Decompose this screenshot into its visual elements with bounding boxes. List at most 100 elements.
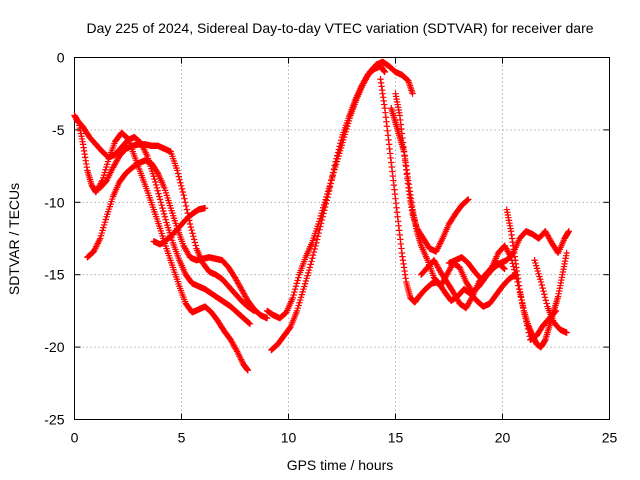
data-point: [501, 265, 508, 273]
data-point: [161, 213, 169, 220]
data-point: [465, 196, 472, 203]
data-point: [563, 249, 570, 257]
x-axis-label: GPS time / hours: [287, 457, 394, 473]
data-point: [309, 251, 317, 259]
data-point: [293, 280, 300, 287]
data-point: [187, 223, 195, 231]
x-tick-label: 20: [495, 430, 511, 446]
data-point: [500, 264, 508, 272]
data-point: [174, 170, 182, 177]
data-point: [381, 68, 388, 76]
data-point: [189, 230, 196, 237]
data-series-track-5: [150, 204, 209, 248]
data-point: [244, 367, 252, 374]
data-point: [191, 239, 199, 246]
data-point: [289, 294, 296, 302]
data-point: [175, 173, 183, 180]
data-point: [565, 228, 573, 235]
data-point: [537, 278, 545, 286]
data-point: [310, 248, 318, 256]
data-point: [563, 329, 570, 336]
data-point: [157, 199, 165, 206]
data-point: [158, 201, 165, 209]
data-point: [186, 220, 194, 228]
data-point: [306, 264, 314, 271]
data-point: [192, 242, 199, 249]
data-point: [152, 178, 159, 186]
y-axis-label: SDTVAR / TECUs: [6, 183, 22, 295]
data-point: [181, 195, 188, 202]
data-point: [307, 261, 314, 268]
chart-title: Day 225 of 2024, Sidereal Day-to-day VTE…: [86, 20, 593, 36]
data-point: [162, 216, 169, 223]
data-point: [291, 285, 299, 293]
data-point: [313, 236, 321, 243]
x-tick-label: 15: [388, 430, 404, 446]
data-point: [177, 179, 184, 186]
data-point: [155, 190, 162, 197]
data-point: [294, 277, 301, 284]
x-tick-label: 0: [71, 430, 79, 446]
plot-frame: [74, 57, 610, 420]
x-tick-label: 25: [602, 430, 618, 446]
data-series-track-14: [531, 257, 570, 336]
data-point: [178, 182, 185, 190]
data-point: [153, 184, 161, 192]
data-point: [160, 210, 168, 218]
data-point: [151, 175, 158, 183]
data-series-track-12: [445, 228, 573, 283]
data-point: [541, 294, 549, 301]
data-point: [245, 320, 253, 327]
x-tick-label: 5: [178, 430, 186, 446]
y-tick-label: -15: [44, 267, 64, 283]
y-tick-label: -20: [44, 339, 64, 355]
data-point: [183, 206, 191, 213]
data-point: [201, 204, 209, 212]
ticks: 0 5 10 15 20 25 0 -5 -10 -15 -20 -25: [44, 50, 617, 446]
data-point: [311, 245, 318, 253]
data-point: [156, 193, 163, 200]
data-series-track-11: [417, 242, 560, 344]
data-point: [156, 196, 164, 203]
data-point: [154, 187, 161, 194]
data-marks: [71, 58, 573, 374]
data-point: [182, 202, 190, 210]
data-point: [176, 176, 183, 183]
data-point: [159, 204, 166, 212]
data-series-track-4: [96, 141, 258, 315]
data-point: [179, 188, 187, 196]
x-tick-label: 10: [281, 430, 297, 446]
data-point: [246, 320, 254, 328]
data-point: [190, 236, 198, 243]
data-point: [180, 191, 187, 199]
data-series-track-2: [73, 116, 254, 328]
data-point: [540, 287, 547, 295]
y-tick-label: 0: [57, 50, 65, 66]
data-series-track-8: [377, 76, 519, 310]
data-point: [541, 291, 548, 298]
data-point: [539, 284, 546, 292]
data-point: [464, 196, 471, 204]
data-point: [538, 281, 546, 289]
data-point: [542, 297, 550, 304]
data-point: [292, 283, 300, 290]
data-point: [295, 274, 302, 281]
data-series-track-7: [263, 58, 416, 322]
data-series-track-13: [503, 206, 570, 351]
y-tick-label: -10: [44, 194, 64, 210]
data-point: [178, 185, 186, 193]
grid: [74, 57, 610, 420]
data-point: [251, 307, 258, 315]
data-series-track-10: [392, 90, 472, 255]
data-point: [308, 258, 315, 265]
data-series-track-3: [84, 157, 271, 322]
data-point: [409, 90, 416, 97]
data-point: [190, 233, 197, 240]
data-point: [263, 314, 271, 322]
data-point: [188, 226, 195, 234]
data-point: [291, 288, 298, 296]
data-point: [160, 207, 167, 215]
data-point: [543, 300, 550, 307]
data-point: [182, 199, 189, 206]
